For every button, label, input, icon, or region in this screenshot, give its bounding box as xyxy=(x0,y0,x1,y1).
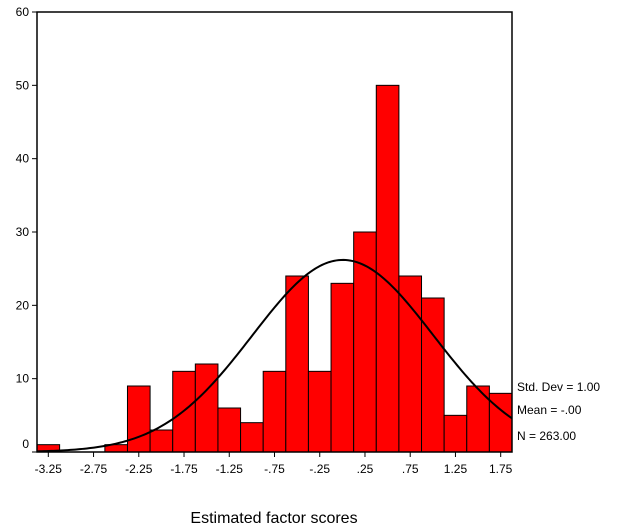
y-tick-label: 20 xyxy=(16,298,30,312)
n-label: N = 263.00 xyxy=(517,429,576,443)
histogram-bar xyxy=(194,363,219,453)
y-tick-label: 10 xyxy=(16,372,30,386)
histogram-bar xyxy=(285,275,309,453)
x-tick-label: -.75 xyxy=(264,462,285,476)
histogram-bar xyxy=(217,407,242,453)
x-tick-label: -1.75 xyxy=(170,462,198,476)
y-axis-ticks: 0 10 20 30 40 50 60 xyxy=(16,5,37,453)
histogram-bar xyxy=(307,370,332,453)
y-tick-label: 40 xyxy=(16,152,30,166)
x-axis-ticks: -3.25 -2.75 -2.25 -1.75 -1.25 -.75 -.25 .25 .75 1… xyxy=(35,452,513,476)
histogram-bar xyxy=(443,414,468,453)
histogram-bar xyxy=(240,422,264,453)
y-tick-label: 0 xyxy=(22,437,29,451)
histogram-bar xyxy=(398,275,423,453)
x-tick-label: -1.25 xyxy=(216,462,244,476)
x-tick-label: -2.25 xyxy=(125,462,153,476)
x-tick-label: .75 xyxy=(402,462,419,476)
y-tick-label: 30 xyxy=(16,225,30,239)
x-tick-label: -.25 xyxy=(309,462,330,476)
histogram-bar xyxy=(149,429,174,453)
y-tick-label: 60 xyxy=(16,5,30,19)
histogram-bar xyxy=(262,370,287,453)
x-tick-label: -3.25 xyxy=(35,462,63,476)
y-tick-label: 50 xyxy=(16,78,30,92)
x-tick-label: -2.75 xyxy=(80,462,108,476)
histogram-bar xyxy=(330,282,355,453)
histogram-bar xyxy=(421,297,445,453)
histogram-bar xyxy=(126,385,151,453)
histogram-bar xyxy=(375,84,400,453)
normal-curve xyxy=(36,258,513,453)
x-axis-title: Estimated factor scores xyxy=(190,510,357,527)
mean-label: Mean = -.00 xyxy=(517,403,582,417)
x-tick-label: 1.75 xyxy=(489,462,513,476)
std-dev-label: Std. Dev = 1.00 xyxy=(517,380,600,394)
x-tick-label: .25 xyxy=(357,462,374,476)
x-tick-label: 1.25 xyxy=(444,462,468,476)
